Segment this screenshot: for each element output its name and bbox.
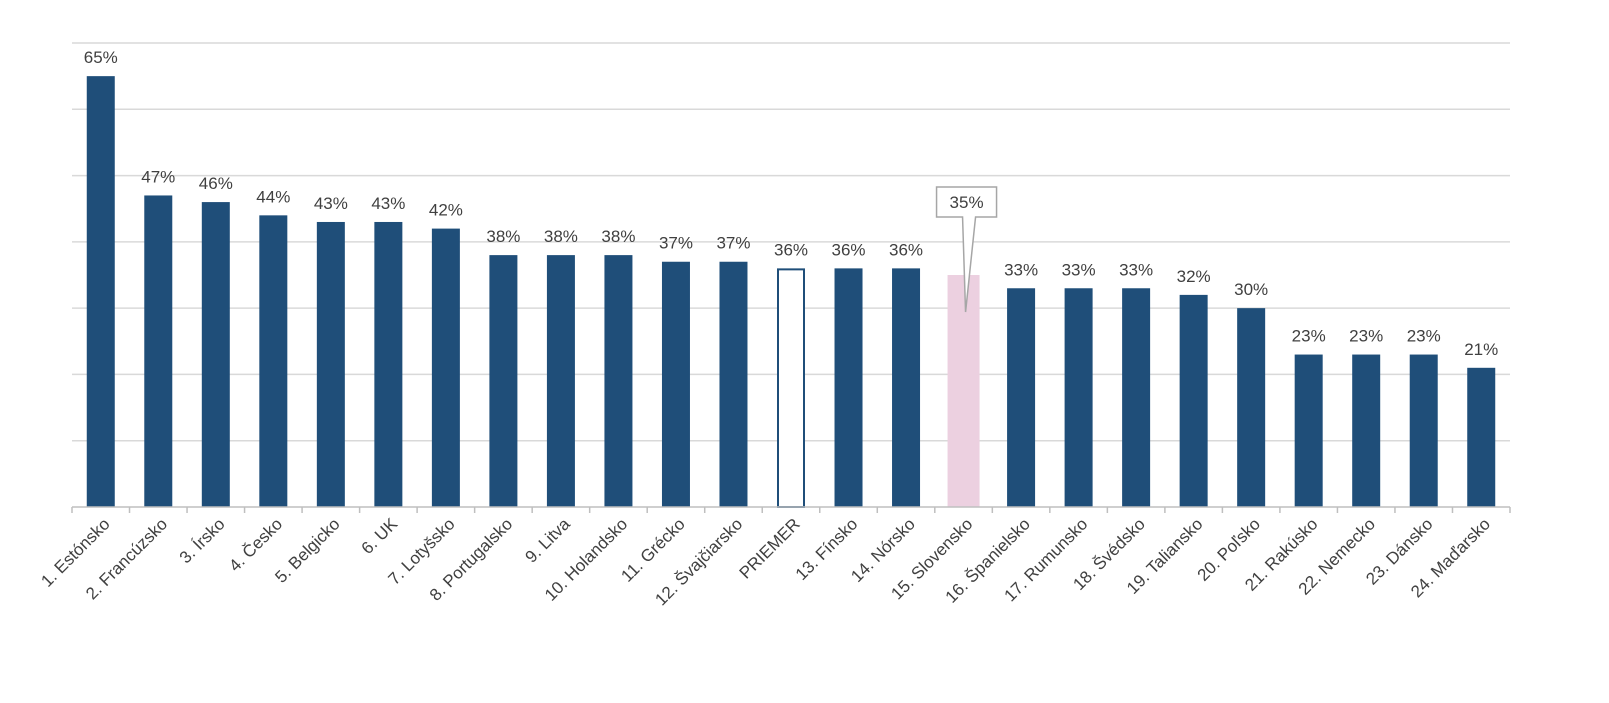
data-label-9: 38% [544,227,578,246]
bar-13 [777,268,805,508]
data-label-8: 38% [486,227,520,246]
data-label-4: 44% [256,187,290,206]
bar-19 [1122,288,1151,507]
callout-box [935,186,998,313]
data-label-2: 47% [141,167,175,186]
bar-15 [892,268,921,507]
bar-18 [1064,288,1093,507]
data-label-10: 38% [601,227,635,246]
bar-2 [144,195,173,507]
data-label-21: 30% [1234,280,1268,299]
category-label-9: 9. Litva [522,514,575,567]
data-label-15: 36% [889,240,923,259]
bar-1 [86,76,115,508]
data-label-18: 33% [1062,260,1096,279]
category-label-4: 4. Česko [225,514,286,575]
bar-3 [201,202,230,508]
data-label-11: 37% [659,234,693,253]
data-label-19: 33% [1119,260,1153,279]
bar-24 [1409,354,1438,507]
bar-25 [1467,367,1496,507]
bar-17 [1007,288,1036,507]
data-label-17: 33% [1004,260,1038,279]
data-label-24: 23% [1407,327,1441,346]
data-label-16: 35% [950,193,984,212]
bar-14 [834,268,863,507]
bar-10 [604,255,633,507]
category-label-3: 3. Írsko [176,514,229,567]
x-axis [71,506,1511,513]
data-label-23: 23% [1349,327,1383,346]
data-label-20: 32% [1177,267,1211,286]
data-label-13: 36% [774,240,808,259]
bar-20 [1179,294,1208,507]
bar-23 [1352,354,1381,507]
bar-11 [661,261,690,507]
bar-4 [259,215,288,508]
bars [86,76,1496,508]
bar-7 [431,228,460,507]
bar-8 [489,255,518,507]
data-labels: 65% 47% 46% 44% 43% 43% 42% 38% 38% 38% 37% 37% 36% 3… [84,48,1499,359]
bar-16 [947,275,980,507]
data-label-5: 43% [314,194,348,213]
bar-21 [1237,308,1266,507]
bar-12 [719,261,748,507]
data-label-14: 36% [832,240,866,259]
data-label-12: 37% [716,234,750,253]
bar-6 [374,221,403,507]
callout: 35% [935,186,998,313]
data-label-22: 23% [1292,327,1326,346]
category-label-6: 6. UK [358,514,402,558]
bar-22 [1294,354,1323,507]
data-label-1: 65% [84,48,118,67]
bar-5 [316,221,345,507]
data-label-6: 43% [371,194,405,213]
data-label-3: 46% [199,174,233,193]
bar-9 [546,255,575,507]
data-label-7: 42% [429,201,463,220]
data-label-25: 21% [1464,340,1498,359]
